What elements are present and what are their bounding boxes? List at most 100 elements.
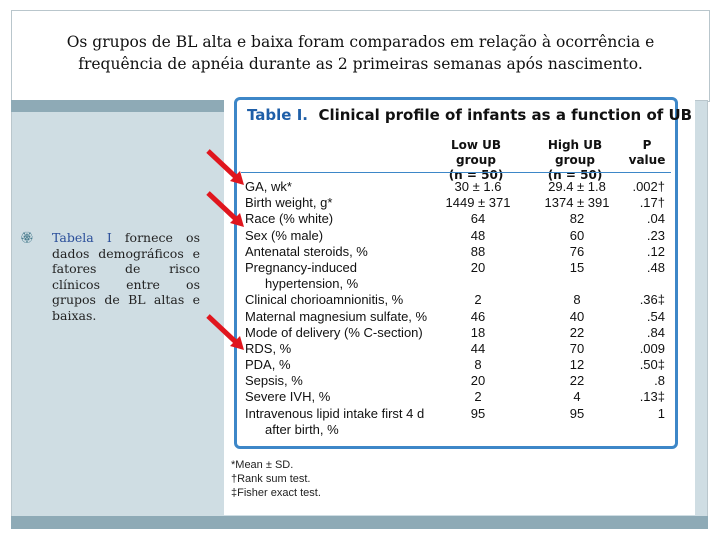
cell-low-group: 30 ± 1.6 — [454, 179, 502, 194]
header-high-label: High UB group — [547, 138, 603, 167]
header-low-n: (n = 50) — [448, 168, 504, 182]
table-title-text: Clinical profile of infants as a functio… — [318, 106, 693, 124]
table-frame: Table I. Clinical profile of infants as … — [234, 97, 692, 449]
cell-high-group: 40 — [569, 308, 585, 324]
slide-title-line-1: Os grupos de BL alta e baixa foram compa… — [66, 33, 655, 51]
table-image — [224, 92, 695, 515]
cell-p-value: .009 — [639, 340, 665, 356]
cell-p-value: .12 — [646, 243, 665, 259]
cell-p-value: .84 — [646, 324, 665, 340]
table-row: Pregnancy-induced 20 15 .48 — [237, 260, 675, 276]
table-title: Table I. Clinical profile of infants as … — [247, 106, 692, 124]
row-label: Maternal magnesium sulfate, % — [245, 308, 428, 324]
cell-p-value: .50‡ — [639, 357, 665, 373]
cell-high-group: 70 — [569, 340, 585, 356]
row-label: Birth weight, g* — [245, 195, 333, 211]
cell-high-group: 22 — [569, 373, 585, 389]
cell-low-group: 95 — [470, 405, 486, 421]
cell-low-group: 88 — [470, 243, 486, 259]
header-p-label: P — [642, 138, 652, 152]
row-label: Sepsis, % — [245, 373, 303, 389]
accent-band-top — [11, 100, 231, 112]
accent-band-bottom — [11, 516, 708, 529]
cell-high-group: 4 — [573, 389, 581, 405]
row-label: PDA, % — [245, 357, 291, 373]
cell-high-group: 1374 ± 391 — [544, 195, 610, 211]
cell-low-group: 46 — [470, 308, 486, 324]
bullet-text: fornece os dados demográficos e fatores … — [52, 230, 200, 323]
cell-low-group: 48 — [470, 227, 486, 243]
table-footnotes: *Mean ± SD. †Rank sum test. ‡Fisher exac… — [231, 458, 321, 500]
row-label: Sex (% male) — [245, 227, 324, 243]
cell-low-group: 8 — [474, 357, 482, 373]
row-label: Clinical chorioamnionitis, % — [245, 292, 404, 308]
row-label: Antenatal steroids, % — [245, 243, 368, 259]
table-rows: GA, wk* 30 ± 1.6 29.4 ± 1.8.002† Birth weig… — [237, 179, 675, 438]
table-row: Sepsis, % 20 22 .8 — [237, 373, 675, 389]
cell-p-value: .48 — [646, 259, 665, 275]
slide-title-line-2: frequência de apnéia durante as 2 primei… — [78, 55, 643, 73]
header-high-n: (n = 50) — [547, 168, 603, 182]
footnote-fisher: ‡Fisher exact test. — [231, 487, 321, 499]
cell-high-group: 29.4 ± 1.8 — [548, 179, 606, 194]
cell-high-group: 15 — [569, 259, 585, 275]
row-label: Mode of delivery (% C-section) — [245, 324, 423, 340]
header-divider — [241, 172, 671, 173]
table-row: Birth weight, g* 1449 ± 371 1374 ± 391 .17† — [237, 195, 675, 211]
header-low-label: Low UB group — [450, 138, 502, 167]
cell-high-group: 60 — [569, 227, 585, 243]
header-p-label-2: value — [628, 153, 666, 167]
cell-p-value: 1 — [657, 405, 665, 421]
table-row: hypertension, % — [237, 276, 675, 292]
table-row: Mode of delivery (% C-section) 18 22 .84 — [237, 325, 675, 341]
cell-low-group: 20 — [470, 373, 486, 389]
table-row: Antenatal steroids, % 88 76 .12 — [237, 244, 675, 260]
cell-p-value: .17† — [639, 195, 665, 211]
cell-low-group: 1449 ± 371 — [445, 195, 511, 211]
footnote-rank-sum: †Rank sum test. — [231, 473, 311, 485]
cell-p-value: .54 — [646, 308, 665, 324]
row-label: GA, wk* — [245, 179, 292, 194]
slide-title: Os grupos de BL alta e baixa foram compa… — [12, 31, 709, 75]
header-low-group: Low UB group (n = 50) — [431, 138, 521, 183]
cell-high-group: 76 — [569, 243, 585, 259]
table-row: Maternal magnesium sulfate, % 46 40 .54 — [237, 309, 675, 325]
table-row: GA, wk* 30 ± 1.6 29.4 ± 1.8 .002† — [237, 179, 675, 195]
table-row: PDA, % 8 12 .50‡ — [237, 357, 675, 373]
cell-high-group: 12 — [569, 357, 585, 373]
red-arrow-icon — [206, 314, 244, 350]
cell-p-value: .8 — [654, 373, 665, 389]
cell-high-group: 8 — [573, 292, 581, 308]
bullet-icon: 🏵 — [20, 231, 34, 244]
cell-low-group: 44 — [470, 340, 486, 356]
cell-high-group: 22 — [569, 324, 585, 340]
row-label: Pregnancy-induced — [245, 259, 358, 275]
cell-low-group: 2 — [474, 389, 482, 405]
table-row: Sex (% male) 48 60 .23 — [237, 228, 675, 244]
table-row: Clinical chorioamnionitis, % 2 8 .36‡ — [237, 292, 675, 308]
row-label: Severe IVH, % — [245, 389, 331, 405]
table-title-number: Table I. — [247, 106, 308, 124]
row-label: Intravenous lipid intake first 4 d — [245, 405, 425, 421]
header-p-value: P value — [627, 138, 667, 168]
cell-p-value: .36‡ — [639, 292, 665, 308]
cell-p-value: .002† — [632, 179, 665, 194]
red-arrow-icon — [206, 191, 244, 227]
cell-high-group: 82 — [569, 211, 585, 227]
table-row: Race (% white) 64 82 .04 — [237, 211, 675, 227]
row-label: hypertension, % — [265, 276, 359, 292]
bullet-highlight: Tabela I — [52, 230, 112, 245]
cell-high-group: 95 — [569, 405, 585, 421]
table-row: Severe IVH, % 2 4 .13‡ — [237, 389, 675, 405]
cell-low-group: 18 — [470, 324, 486, 340]
cell-p-value: .04 — [646, 211, 665, 227]
header-high-group: High UB group (n = 50) — [527, 138, 623, 183]
row-label: after birth, % — [265, 421, 339, 437]
table-row: after birth, % — [237, 422, 675, 438]
row-label: Race (% white) — [245, 211, 334, 227]
bullet-paragraph: 🏵 Tabela I fornece os dados demográficos… — [20, 230, 200, 323]
row-label: RDS, % — [245, 340, 292, 356]
table-row: RDS, % 44 70 .009 — [237, 341, 675, 357]
table-row: Intravenous lipid intake first 4 d 95 95 1 — [237, 406, 675, 422]
cell-p-value: .13‡ — [639, 389, 665, 405]
